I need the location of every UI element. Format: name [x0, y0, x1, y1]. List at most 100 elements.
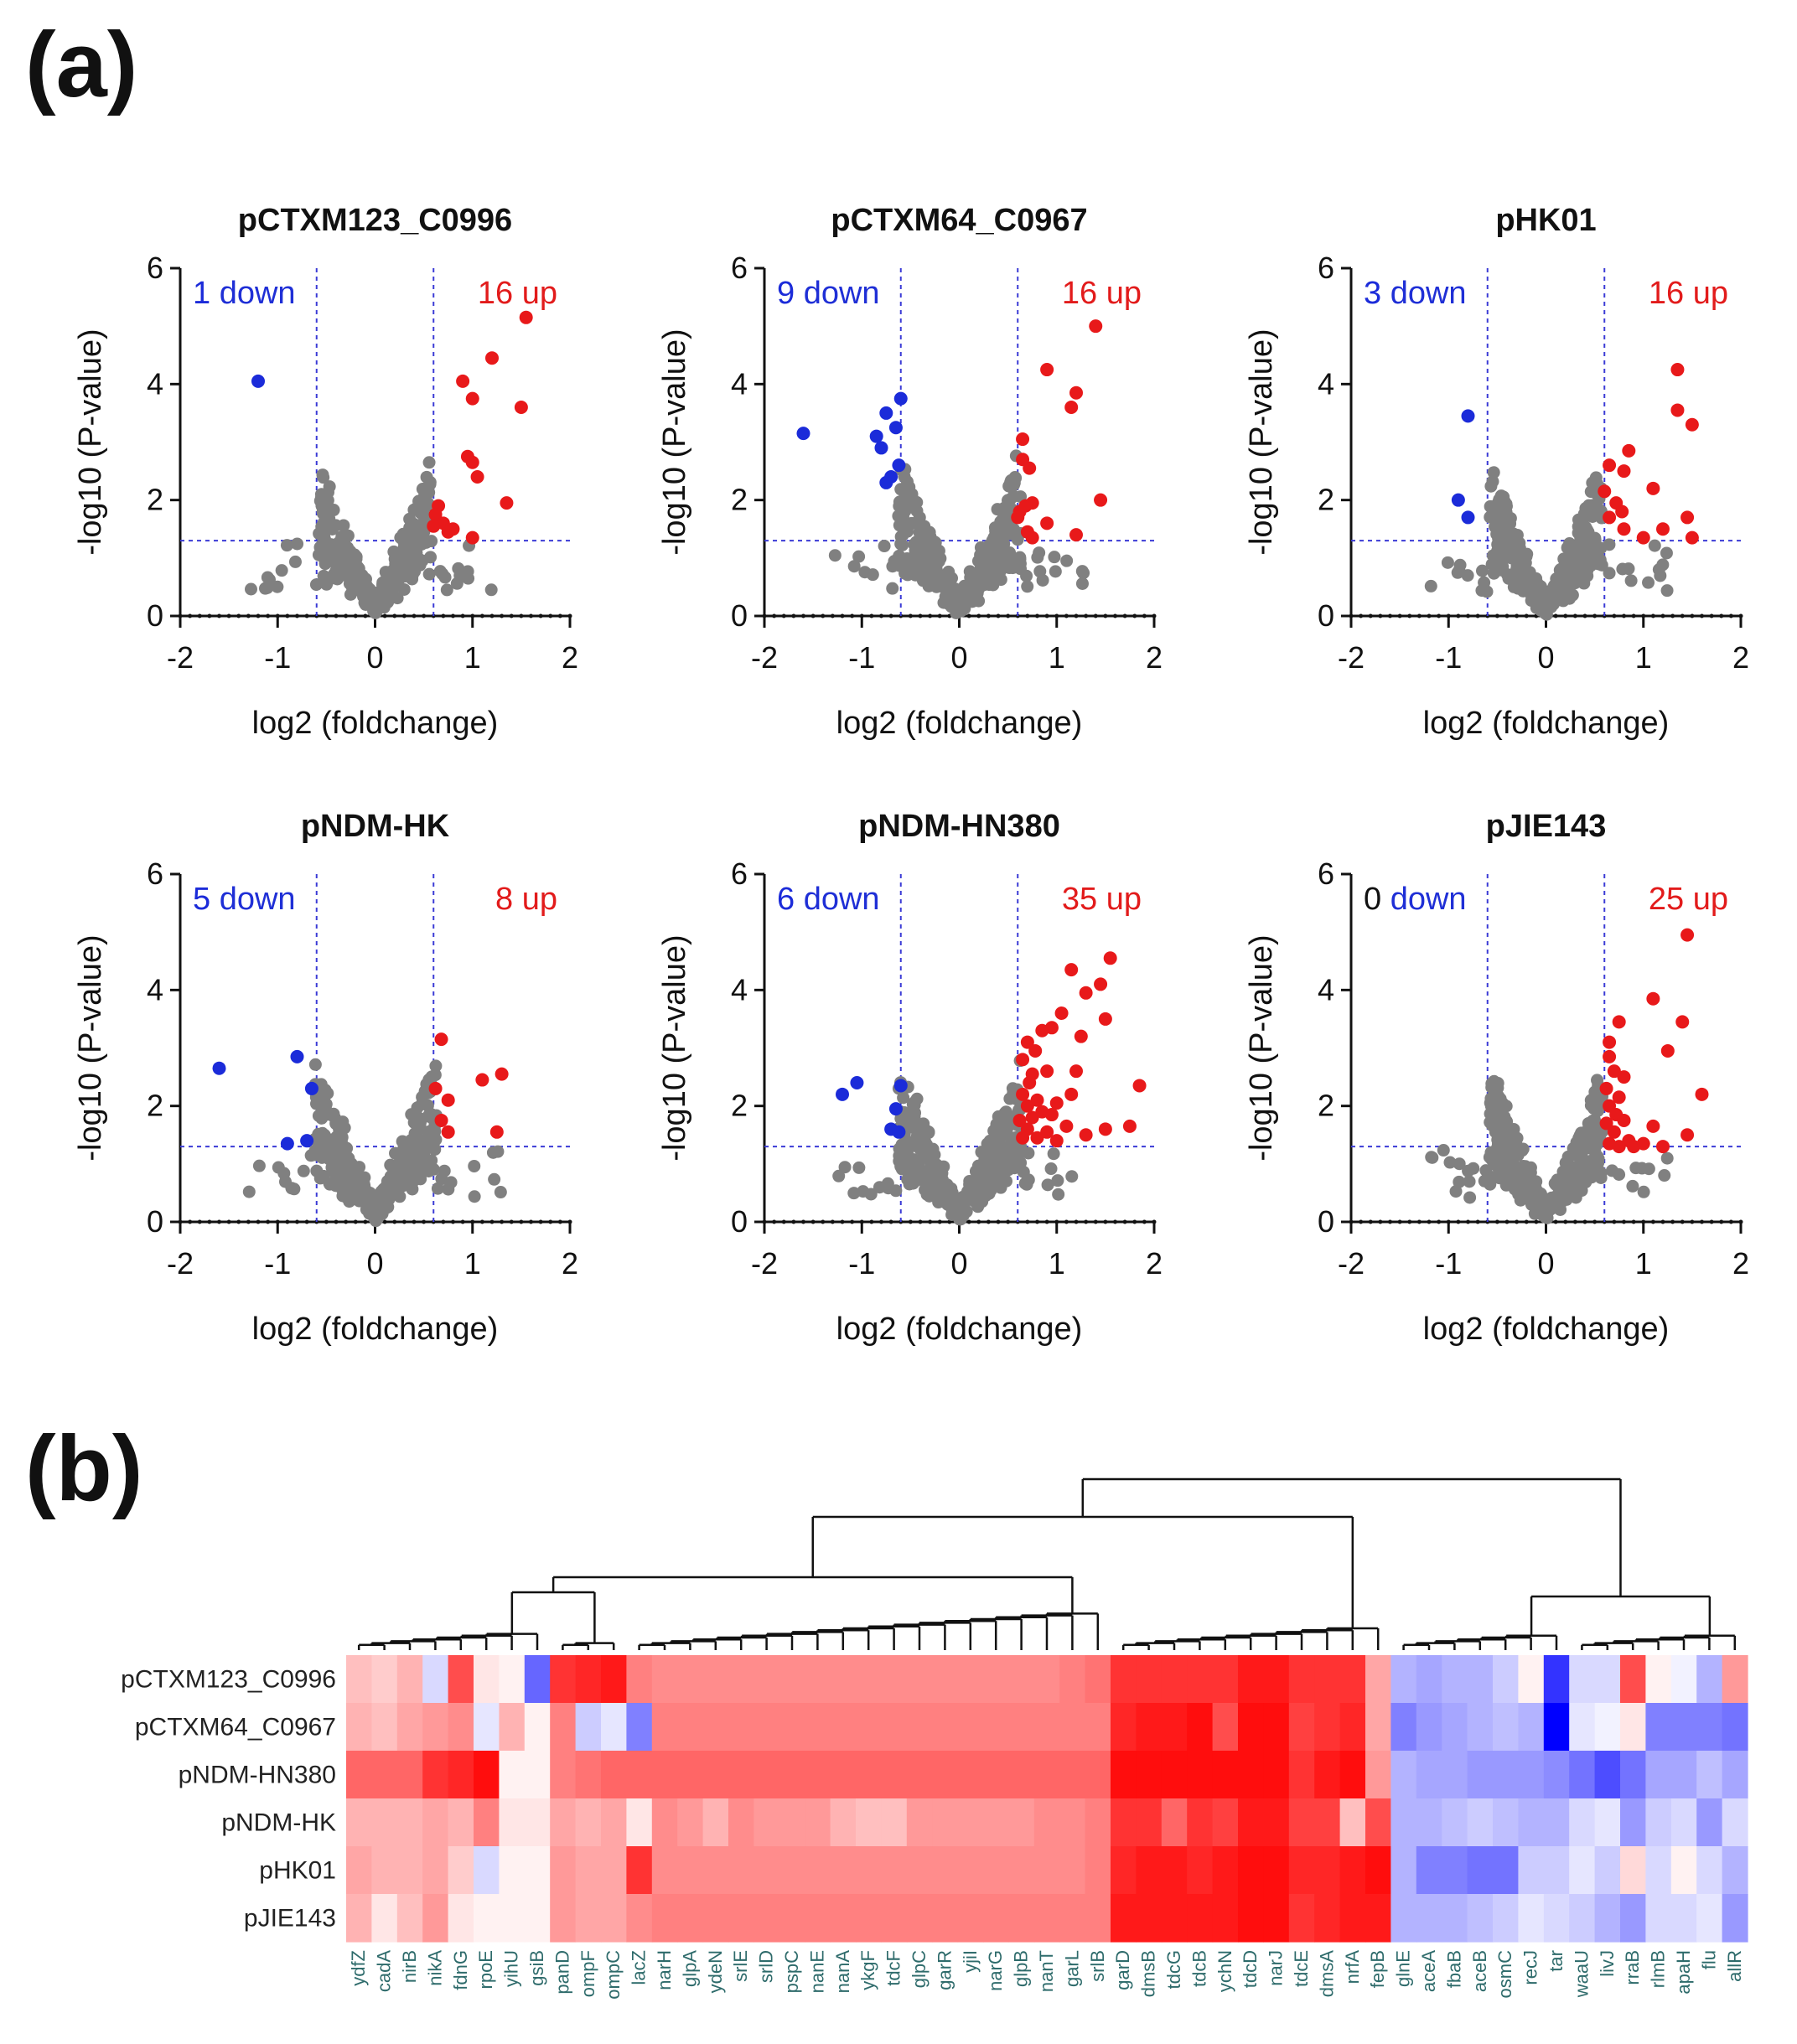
baseline-dot: [937, 613, 942, 618]
heatmap-cell: [1467, 1655, 1494, 1704]
ns-point: [261, 571, 274, 584]
heatmap-cell: [1339, 1655, 1366, 1704]
heatmap-cell: [1416, 1655, 1442, 1704]
up-point: [495, 1067, 509, 1081]
ns-point: [409, 1152, 422, 1166]
up-point: [1040, 516, 1054, 530]
up-point: [1016, 1053, 1030, 1067]
ns-point: [930, 1158, 944, 1172]
y-tick-label: 2: [731, 483, 748, 517]
heatmap-cell: [601, 1846, 627, 1895]
baseline-dot: [509, 1219, 514, 1224]
heatmap-cell: [1059, 1655, 1086, 1704]
heatmap-cell: [1670, 1703, 1697, 1752]
heatmap-cell: [550, 1846, 577, 1895]
baseline-dot: [1631, 1219, 1636, 1224]
ns-point: [1491, 1133, 1504, 1146]
heatmap-cell: [983, 1798, 1009, 1847]
heatmap-cell: [881, 1655, 908, 1704]
baseline-dot: [1670, 613, 1675, 618]
heatmap-cell: [550, 1798, 577, 1847]
heatmap-cell: [753, 1798, 780, 1847]
ns-point: [353, 1161, 366, 1174]
up-point: [1612, 1015, 1626, 1029]
heatmap-cell: [881, 1703, 908, 1752]
heatmap-col-label: pspC: [781, 1950, 802, 1993]
heatmap-cell: [626, 1751, 653, 1799]
up-point: [1660, 1043, 1675, 1058]
down-count-label: 6 down: [777, 882, 880, 917]
up-point: [1685, 417, 1699, 432]
heatmap-cell: [474, 1751, 500, 1799]
heatmap-col-label: nikA: [424, 1950, 445, 1986]
heatmap-cell: [856, 1846, 882, 1895]
heatmap-cell: [575, 1846, 602, 1895]
heatmap-cell: [1467, 1846, 1494, 1895]
baseline-dot: [285, 613, 290, 618]
heatmap-cell: [1390, 1751, 1417, 1799]
baseline-dot: [1084, 1219, 1089, 1224]
ns-point: [847, 560, 861, 573]
heatmap-cell: [702, 1798, 729, 1847]
heatmap-cell: [1543, 1894, 1570, 1943]
ns-point: [904, 1156, 917, 1169]
baseline-dot: [801, 1219, 805, 1224]
baseline-dot: [879, 613, 883, 618]
heatmap-cell: [346, 1703, 372, 1752]
y-tick-label: 0: [731, 598, 748, 633]
heatmap-cell: [1008, 1846, 1035, 1895]
ns-point: [1051, 1174, 1064, 1188]
ns-point: [1003, 1150, 1017, 1163]
heatmap-cell: [651, 1894, 678, 1943]
down-text: down: [1390, 276, 1467, 311]
heatmap-cell: [371, 1846, 398, 1895]
baseline-dot: [772, 1219, 777, 1224]
up-point: [1016, 1131, 1030, 1145]
up-point: [1059, 1119, 1074, 1133]
heatmap-cell: [524, 1894, 551, 1943]
heatmap-col-label: glpA: [679, 1950, 700, 1987]
heatmap-cell: [1263, 1846, 1290, 1895]
ns-point: [1591, 1104, 1604, 1117]
heatmap-cell: [1288, 1846, 1315, 1895]
baseline-dot: [1388, 1219, 1392, 1224]
ns-point: [405, 555, 418, 568]
up-point: [1012, 1113, 1027, 1127]
baseline-dot: [1700, 1219, 1704, 1224]
ns-point: [428, 1143, 442, 1157]
heatmap-cell: [1161, 1751, 1188, 1799]
ns-point: [380, 1180, 393, 1193]
heatmap-cell: [1442, 1798, 1468, 1847]
y-tick-label: 4: [1318, 972, 1334, 1006]
heatmap-cell: [346, 1798, 372, 1847]
ns-point: [1052, 1188, 1065, 1201]
heatmap-cell: [753, 1846, 780, 1895]
ns-point: [903, 480, 916, 494]
ns-point: [993, 1147, 1007, 1161]
ns-point: [316, 1126, 329, 1140]
ns-point: [931, 568, 945, 582]
ns-points: [828, 449, 1090, 619]
baseline-dot: [207, 1219, 212, 1224]
heatmap-cell: [474, 1703, 500, 1752]
down-count-label: 5 down: [193, 882, 296, 917]
heatmap-cell: [1442, 1846, 1468, 1895]
heatmap-cell: [1365, 1751, 1391, 1799]
heatmap-cell: [1569, 1798, 1596, 1847]
up-point: [441, 525, 455, 539]
baseline-dot: [304, 1219, 309, 1224]
y-tick-label: 0: [147, 598, 163, 633]
ns-point: [416, 483, 429, 496]
baseline-dot: [781, 613, 786, 618]
heatmap-cell: [499, 1798, 526, 1847]
y-axis-label: -log10 (P-value): [1244, 934, 1279, 1161]
ns-point: [910, 1092, 924, 1105]
heatmap-cell: [753, 1703, 780, 1752]
volcano-plot: pJIE143 0 2 4 6 -2 -1 0 1 2 log2 (foldchange) -log1…: [1244, 809, 1749, 1347]
up-text: up: [522, 276, 557, 311]
up-count: 25: [1649, 882, 1684, 917]
heatmap-cell: [728, 1751, 754, 1799]
baseline-dot: [1113, 1219, 1117, 1224]
down-point: [1461, 409, 1475, 423]
baseline-dot: [479, 613, 484, 618]
